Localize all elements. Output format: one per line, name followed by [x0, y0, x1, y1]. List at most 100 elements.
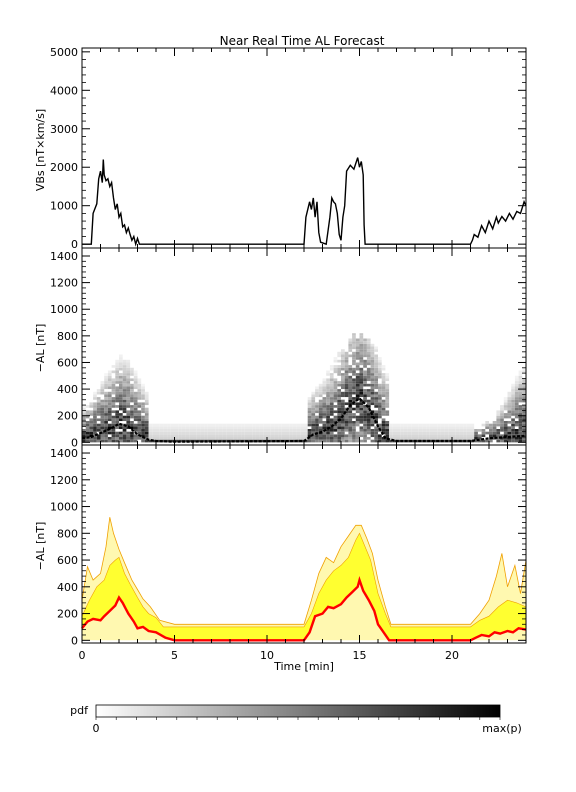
- pdf-cell: [411, 429, 415, 432]
- vbs-ytick-label-0: 0: [71, 238, 78, 251]
- pdf-cell: [426, 423, 430, 427]
- pdf-cell: [100, 418, 105, 422]
- pdf-cell: [385, 373, 390, 376]
- pdf-cell: [500, 415, 504, 419]
- pdf-cell: [341, 402, 345, 406]
- pdf-cell: [374, 431, 378, 435]
- pdf-cell: [85, 423, 90, 427]
- pdf-cell: [318, 426, 323, 430]
- pdf-cell: [329, 367, 334, 371]
- pdf-cell: [344, 413, 349, 416]
- pdf-cell: [333, 381, 338, 384]
- pdf-cell: [366, 426, 371, 430]
- pdf-cell: [89, 434, 94, 438]
- pdf-cell: [366, 383, 371, 387]
- pdf-cell: [326, 386, 330, 390]
- pdf-cell: [363, 410, 367, 414]
- pdf-cell: [85, 421, 90, 424]
- pdf-cell: [137, 437, 142, 440]
- pdf-cell: [189, 429, 193, 432]
- pdf-cell: [389, 426, 393, 430]
- pdf-cell: [385, 386, 390, 390]
- pdf-cell: [437, 429, 441, 432]
- pdf-cell: [318, 434, 323, 438]
- pdf-cell: [111, 423, 116, 427]
- pdf-cell: [96, 437, 101, 440]
- median-series-line: [81, 576, 527, 642]
- y-axis-label-al-forecast: −AL [nT]: [34, 522, 47, 571]
- pdf-cell: [292, 434, 297, 438]
- pdf-cell: [159, 426, 164, 430]
- pdf-cell: [315, 415, 319, 419]
- pdf-cell: [348, 354, 353, 358]
- pdf-cell: [352, 407, 356, 411]
- pdf-cell: [370, 357, 375, 360]
- pdf-cell: [96, 418, 101, 422]
- pdf-cell: [315, 389, 319, 392]
- pdf-cell: [381, 383, 386, 387]
- pdf-cell: [355, 389, 360, 392]
- pdf-cell: [119, 405, 123, 408]
- pdf-cell: [115, 386, 119, 390]
- pdf-cell: [244, 423, 249, 427]
- pdf-cell: [215, 429, 219, 432]
- pdf-cell: [448, 431, 452, 435]
- pdf-cell: [200, 431, 205, 435]
- pdf-cell: [352, 373, 356, 376]
- pdf-cell: [348, 343, 353, 347]
- pdf-cell: [107, 415, 112, 419]
- pdf-cell: [341, 407, 345, 411]
- pdf-cell: [341, 365, 345, 368]
- pdf-cell: [348, 407, 353, 411]
- pdf-cell: [133, 423, 138, 427]
- pdf-cell: [82, 410, 86, 414]
- pdf-cell: [341, 354, 345, 358]
- pdf-cell: [329, 437, 334, 440]
- pdf-cell: [329, 429, 334, 432]
- pdf-cell: [378, 434, 382, 438]
- pdf-cell: [126, 381, 131, 384]
- pdf-cell: [89, 431, 94, 435]
- pdf-cell: [326, 402, 330, 406]
- pdf-cell: [374, 426, 378, 430]
- pdf-cell: [96, 389, 101, 392]
- pdf-cell: [370, 359, 375, 363]
- pdf-cell: [100, 429, 105, 432]
- pdf-cell: [359, 426, 364, 430]
- pdf-cell: [522, 378, 526, 382]
- pdf-cell: [341, 439, 345, 443]
- pdf-cell: [82, 429, 86, 432]
- pdf-cell: [370, 399, 375, 403]
- pdf-cell: [311, 431, 316, 435]
- pdf-cell: [344, 362, 349, 366]
- pdf-cell: [318, 418, 323, 422]
- pdf-cell: [107, 407, 112, 411]
- pdf-cell: [119, 367, 123, 371]
- pdf-cell: [378, 375, 382, 379]
- pdf-cell: [518, 394, 523, 398]
- pdf-cell: [167, 434, 171, 438]
- pdf-cell: [119, 381, 123, 384]
- al-pdf-ytick-label-4: 800: [57, 330, 78, 343]
- pdf-cell: [341, 357, 345, 360]
- pdf-cell: [452, 431, 456, 435]
- pdf-cell: [163, 426, 168, 430]
- pdf-cell: [126, 365, 131, 368]
- pdf-cell: [477, 434, 482, 438]
- pdf-cell: [352, 354, 356, 358]
- pdf-cell: [514, 423, 519, 427]
- pdf-cell: [381, 405, 386, 408]
- al-pdf-ytick-label-5: 1000: [50, 303, 78, 316]
- pdf-cell: [122, 375, 127, 379]
- pdf-cell: [274, 431, 279, 435]
- pdf-cell: [344, 365, 349, 368]
- pdf-cell: [463, 431, 467, 435]
- pdf-cell: [274, 434, 279, 438]
- pdf-cell: [237, 423, 242, 427]
- pdf-cell: [159, 431, 164, 435]
- pdf-cell: [104, 431, 108, 435]
- pdf-cell: [296, 439, 301, 443]
- pdf-cell: [363, 373, 367, 376]
- pdf-cell: [511, 405, 515, 408]
